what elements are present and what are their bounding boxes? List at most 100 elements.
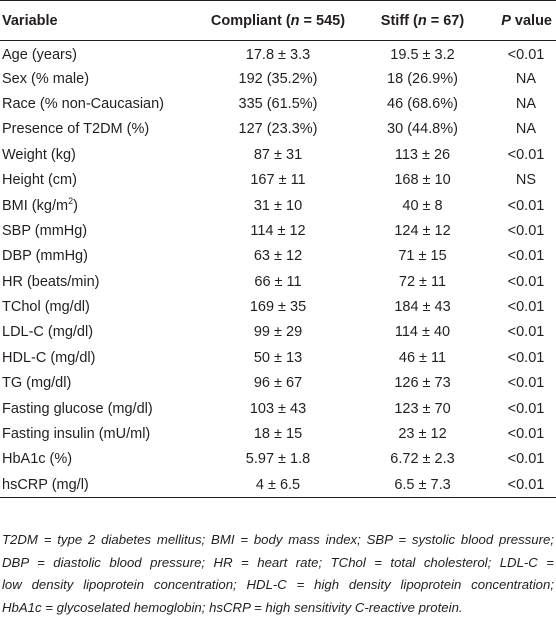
table-header: Variable Compliant (n = 545) Stiff (n = … (0, 0, 556, 41)
cell-compliant: 17.8 ± 3.3 (245, 47, 311, 64)
cell-variable-superscript: 2 (68, 195, 74, 206)
table-row: Sex (% male) 192 (35.2%) 18 (26.9%) NA (0, 66, 556, 91)
cell-stiff: 6.5 ± 7.3 (361, 472, 486, 499)
cell-compliant: 50 ± 13 (253, 349, 303, 366)
cell-stiff: 113 ± 26 (394, 146, 451, 163)
cell-variable: TG (mg/dl) (2, 375, 72, 392)
table-row: DBP (mmHg) 63 ± 12 71 ± 15 <0.01 (0, 244, 556, 269)
cell-p-value: NA (515, 95, 537, 112)
cell-stiff: 71 ± 15 (398, 248, 447, 265)
cell-variable-close: ) (73, 197, 78, 214)
cell-variable: Age (years) (2, 47, 77, 64)
table-row: hsCRP (mg/l) 4 ± 6.5 6.5 ± 7.3 <0.01 (0, 472, 556, 499)
header-compliant-count: = 545) (299, 12, 346, 29)
cell-compliant: 103 ± 43 (249, 400, 307, 417)
cell-p-value: <0.01 (507, 273, 545, 290)
cell-compliant: 99 ± 29 (253, 324, 303, 341)
table-row: Weight (kg) 87 ± 31 113 ± 26 <0.01 (0, 142, 556, 167)
cell-variable: HDL-C (mg/dl) (2, 349, 96, 366)
cell-variable: Sex (% male) (2, 70, 90, 87)
cell-stiff: 123 ± 70 (394, 400, 451, 417)
cell-stiff: 46 (68.6%) (387, 95, 458, 112)
cell-stiff: 114 ± 40 (394, 324, 451, 341)
cell-compliant: 63 ± 12 (253, 248, 303, 265)
cell-stiff: 30 (44.8%) (387, 121, 458, 138)
footnote-line: DBP = diastolic blood pressure; HR = hea… (2, 554, 554, 570)
table-row: HDL-C (mg/dl) 50 ± 13 46 ± 11 <0.01 (0, 345, 556, 370)
cell-variable: DBP (mmHg) (2, 248, 88, 265)
cell-p-value: NA (515, 70, 537, 87)
cell-variable: Fasting insulin (mU/ml) (2, 426, 151, 443)
footnote-line: HbA1c = glycoselated hemoglobin; hsCRP =… (2, 599, 463, 615)
cell-p-value: <0.01 (507, 324, 545, 341)
cell-p-value: <0.01 (486, 472, 556, 499)
table-row: Fasting insulin (mU/ml) 18 ± 15 23 ± 12 … (0, 421, 556, 446)
cell-p-value: <0.01 (507, 146, 545, 163)
table-row: Presence of T2DM (%) 127 (23.3%) 30 (44.… (0, 117, 556, 142)
header-compliant-n: n (290, 12, 300, 29)
cell-variable: HbA1c (%) (2, 451, 73, 468)
header-p-value: P value (486, 0, 556, 41)
table-row: Fasting glucose (mg/dl) 103 ± 43 123 ± 7… (0, 396, 556, 421)
cell-compliant: 335 (61.5%) (238, 95, 318, 112)
cell-variable: Weight (kg) (2, 146, 76, 163)
table-row: Height (cm) 167 ± 11 168 ± 10 NS (0, 167, 556, 192)
cell-p-value: <0.01 (507, 349, 545, 366)
cell-compliant: 96 ± 67 (253, 375, 303, 392)
cell-stiff: 72 ± 11 (398, 273, 447, 290)
cell-compliant: 5.97 ± 1.8 (245, 451, 311, 468)
cell-compliant: 66 ± 11 (254, 273, 302, 290)
cell-variable: HR (beats/min) (2, 273, 100, 290)
table-row: LDL-C (mg/dl) 99 ± 29 114 ± 40 <0.01 (0, 320, 556, 345)
cell-compliant: 167 ± 11 (250, 172, 306, 189)
cell-stiff: 19.5 ± 3.2 (390, 47, 455, 64)
cell-p-value: <0.01 (507, 222, 545, 239)
cell-p-value: <0.01 (507, 299, 545, 316)
cell-variable: hsCRP (mg/l) (0, 472, 181, 499)
table-row: Age (years) 17.8 ± 3.3 19.5 ± 3.2 <0.01 (0, 41, 556, 66)
cell-stiff: 18 (26.9%) (387, 70, 458, 87)
cell-variable: BMI (kg/m2) (0, 193, 181, 218)
table-row: TChol (mg/dl) 169 ± 35 184 ± 43 <0.01 (0, 294, 556, 319)
header-stiff: Stiff (n = 67) (361, 0, 486, 41)
table-row: TG (mg/dl) 96 ± 67 126 ± 73 <0.01 (0, 371, 556, 396)
cell-compliant: 18 ± 15 (253, 426, 303, 443)
footnote-line: low density lipoprotein concentration; H… (2, 577, 554, 592)
table-row: HbA1c (%) 5.97 ± 1.8 6.72 ± 2.3 <0.01 (0, 447, 556, 472)
cell-stiff: 168 ± 10 (394, 172, 451, 189)
table-row: Race (% non-Caucasian) 335 (61.5%) 46 (6… (0, 91, 556, 116)
cell-variable: Presence of T2DM (%) (2, 121, 150, 138)
cell-variable: LDL-C (mg/dl) (2, 324, 94, 341)
cell-variable: Race (% non-Caucasian) (2, 95, 164, 112)
header-row: Variable Compliant (n = 545) Stiff (n = … (0, 0, 556, 41)
cell-variable-text: BMI (kg/m (2, 197, 69, 214)
cell-compliant: 114 ± 12 (250, 222, 306, 239)
cell-p-value: <0.01 (507, 451, 545, 468)
table-body: Age (years) 17.8 ± 3.3 19.5 ± 3.2 <0.01 … (0, 41, 556, 499)
cell-stiff: 23 ± 12 (398, 426, 447, 443)
table-row: BMI (kg/m2) 31 ± 10 40 ± 8 <0.01 (0, 193, 556, 218)
header-p-rest: value (510, 12, 552, 29)
cell-compliant: 31 ± 10 (253, 197, 303, 214)
characteristics-table: Variable Compliant (n = 545) Stiff (n = … (0, 0, 556, 499)
cell-variable: Height (cm) (2, 172, 77, 189)
cell-stiff: 40 ± 8 (402, 197, 443, 214)
cell-stiff: 124 ± 12 (394, 222, 451, 239)
header-stiff-label: Stiff ( (380, 12, 418, 29)
cell-p-value: NA (515, 121, 537, 138)
cell-compliant: 169 ± 35 (249, 299, 307, 316)
cell-stiff: 126 ± 73 (394, 375, 451, 392)
cell-p-value: <0.01 (507, 400, 545, 417)
cell-p-value: <0.01 (507, 248, 545, 265)
header-stiff-count: = 67) (426, 12, 465, 29)
cell-compliant: 4 ± 6.5 (181, 472, 361, 499)
cell-p-value: <0.01 (507, 47, 545, 64)
cell-compliant: 87 ± 31 (253, 146, 303, 163)
cell-stiff: 46 ± 11 (398, 349, 447, 366)
cell-variable: SBP (mmHg) (2, 222, 88, 239)
table-row: HR (beats/min) 66 ± 11 72 ± 11 <0.01 (0, 269, 556, 294)
cell-variable: Fasting glucose (mg/dl) (2, 400, 153, 417)
cell-p-value: <0.01 (507, 197, 545, 214)
header-p-italic: P (501, 12, 511, 29)
